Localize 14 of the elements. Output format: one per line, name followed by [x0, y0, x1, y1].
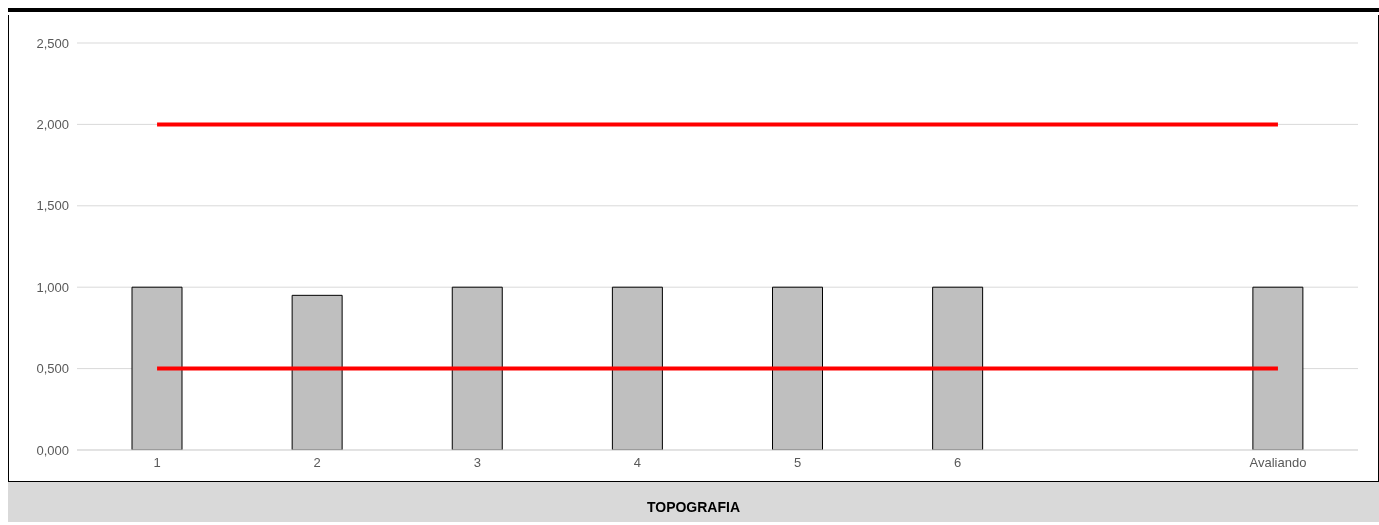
y-tick-label: 2,000 [36, 117, 69, 133]
x-tick-label: 6 [954, 455, 962, 471]
y-tick-label: 0,000 [36, 442, 69, 458]
y-tick-label: 1,000 [36, 279, 69, 295]
y-tick-label: 0,500 [36, 361, 69, 377]
x-tick-label: 4 [633, 455, 642, 471]
x-tick-label: 3 [473, 455, 481, 471]
x-tick-label: 1 [153, 455, 161, 471]
y-tick-label: 2,500 [36, 35, 69, 51]
text: TOPOGRAFIA [646, 499, 741, 515]
x-tick-label: 5 [793, 455, 802, 471]
x-tick-label: Avaliando [1249, 455, 1307, 471]
y-tick-label: 1,500 [36, 198, 69, 214]
x-tick-label: 2 [313, 455, 321, 471]
